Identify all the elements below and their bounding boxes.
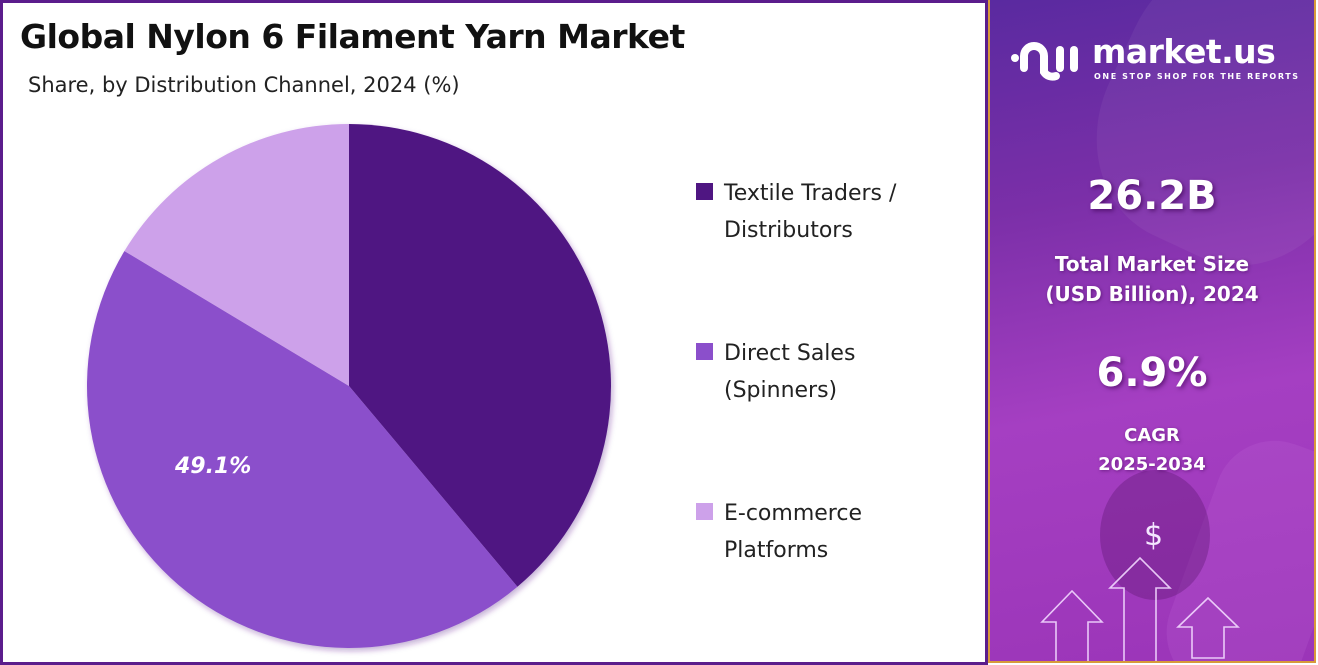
pie-slice-ecommerce [124,124,349,386]
background-coin-shape [1100,470,1210,600]
dollar-icon: $ [1144,518,1164,553]
pie-slice-direct-sales [86,251,518,649]
legend-label: Textile Traders / Distributors [724,181,897,243]
market-us-logo-icon [1011,42,1078,81]
cagr-label-line2: 2025-2034 [1098,454,1206,475]
summary-panel: market.us ONE STOP SHOP FOR THE REPORTS … [988,0,1316,663]
cagr-label-line1: CAGR [1124,425,1180,446]
brand-tagline: ONE STOP SHOP FOR THE REPORTS [1094,72,1300,81]
legend-label: Direct Sales (Spinners) [724,341,856,403]
legend-swatch [696,183,713,200]
pie-chart: 49.1% [86,124,611,649]
slice-label-direct-sales: 49.1% [174,454,251,479]
brand-logo: market.us ONE STOP SHOP FOR THE REPORTS [1010,32,1298,91]
legend-label: E-commerce Platforms [724,501,862,563]
cagr-value: 6.9% [1096,350,1208,396]
pie-slice-textile-traders [349,124,611,587]
legend-swatch [696,503,713,520]
market-size-value: 26.2B [1087,173,1217,219]
chart-subtitle: Share, by Distribution Channel, 2024 (%) [28,73,460,97]
brand-name: market.us [1092,32,1276,71]
chart-panel: Global Nylon 6 Filament Yarn Market Shar… [0,0,988,665]
market-size-label-line1: Total Market Size [1054,252,1250,276]
legend-swatch [696,343,713,360]
market-size-label-line2: (USD Billion), 2024 [1045,282,1259,306]
growth-arrows-icon [1040,556,1240,661]
chart-title: Global Nylon 6 Filament Yarn Market [20,17,685,56]
